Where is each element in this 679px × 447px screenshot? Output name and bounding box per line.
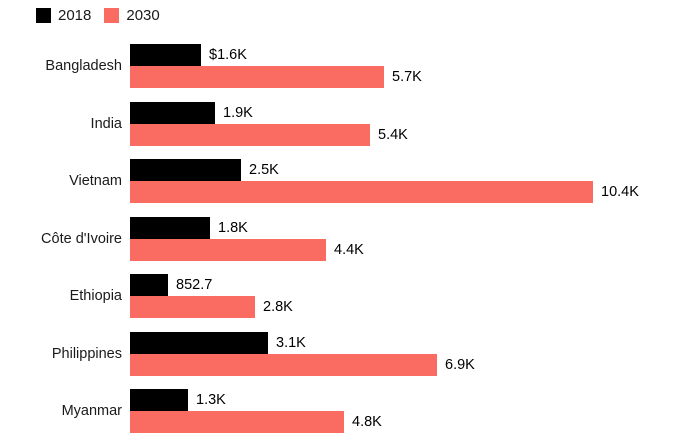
bar-line: 4.8K — [130, 411, 679, 433]
chart-row: Myanmar 1.3K 4.8K — [0, 389, 679, 433]
bar-2030 — [130, 353, 437, 376]
bar-2030 — [130, 66, 384, 88]
bar-group: $1.6K 5.7K — [130, 44, 679, 88]
value-label: 4.8K — [352, 414, 382, 430]
bar-2030 — [130, 411, 344, 433]
bar-chart: Bangladesh $1.6K 5.7K India 1.9K 5.4K Vietnam 2… — [0, 44, 679, 447]
bar-line: 6.9K — [130, 353, 679, 376]
legend-swatch-2018 — [36, 8, 51, 23]
bar-group: 1.8K 4.4K — [130, 216, 679, 261]
bar-2018 — [130, 389, 188, 411]
bar-line: 3.1K — [130, 331, 679, 354]
legend: 2018 2030 — [36, 7, 160, 24]
value-label: 5.4K — [378, 126, 408, 143]
chart-row: Ethiopia 852.7 2.8K — [0, 274, 679, 318]
chart-row: Philippines 3.1K 6.9K — [0, 331, 679, 376]
legend-swatch-2030 — [104, 8, 120, 23]
value-label: 1.9K — [223, 104, 253, 121]
bar-2030 — [130, 123, 370, 146]
value-label: $1.6K — [209, 47, 247, 63]
value-label: 10.4K — [601, 184, 639, 200]
legend-item-2018: 2018 — [36, 7, 91, 24]
chart-row: Vietnam 2.5K 10.4K — [0, 159, 679, 203]
value-label: 2.8K — [263, 299, 293, 315]
bar-2030 — [130, 181, 593, 203]
bar-line: 852.7 — [130, 274, 679, 296]
value-label: 3.1K — [276, 334, 306, 351]
bar-line: 1.3K — [130, 389, 679, 411]
bar-group: 2.5K 10.4K — [130, 159, 679, 203]
category-label: Philippines — [51, 345, 122, 362]
category-label: Côte d'Ivoire — [41, 230, 122, 247]
bar-2030 — [130, 296, 255, 318]
value-label: 4.4K — [334, 241, 364, 258]
bar-2018 — [130, 216, 210, 239]
category-label: India — [90, 115, 122, 132]
value-label: 1.3K — [196, 392, 226, 408]
legend-label-2030: 2030 — [126, 7, 160, 24]
chart-row: Côte d'Ivoire 1.8K 4.4K — [0, 216, 679, 261]
bar-2018 — [130, 101, 215, 124]
value-label: 1.8K — [218, 219, 248, 236]
value-label: 6.9K — [445, 356, 475, 373]
category-label: Ethiopia — [69, 288, 122, 304]
bar-2018 — [130, 159, 241, 181]
bar-line: 1.8K — [130, 216, 679, 239]
bar-group: 3.1K 6.9K — [130, 331, 679, 376]
bar-line: 4.4K — [130, 238, 679, 261]
chart-row: Bangladesh $1.6K 5.7K — [0, 44, 679, 88]
category-label: Vietnam — [69, 173, 122, 189]
value-label: 5.7K — [392, 69, 422, 85]
chart-row: India 1.9K 5.4K — [0, 101, 679, 146]
bar-line: 10.4K — [130, 181, 679, 203]
bar-line: 1.9K — [130, 101, 679, 124]
bar-line: 5.4K — [130, 123, 679, 146]
legend-label-2018: 2018 — [58, 7, 92, 24]
legend-item-2030: 2030 — [104, 7, 160, 24]
category-label: Myanmar — [61, 403, 122, 419]
bar-2018 — [130, 274, 168, 296]
bar-line: 5.7K — [130, 66, 679, 88]
bar-line: 2.5K — [130, 159, 679, 181]
bar-2018 — [130, 44, 201, 66]
bar-2018 — [130, 331, 268, 354]
bar-2030 — [130, 238, 326, 261]
value-label: 2.5K — [249, 162, 279, 178]
bar-group: 1.9K 5.4K — [130, 101, 679, 146]
bar-line: 2.8K — [130, 296, 679, 318]
category-label: Bangladesh — [45, 58, 122, 74]
bar-group: 852.7 2.8K — [130, 274, 679, 318]
bar-group: 1.3K 4.8K — [130, 389, 679, 433]
value-label: 852.7 — [176, 277, 213, 293]
bar-line: $1.6K — [130, 44, 679, 66]
